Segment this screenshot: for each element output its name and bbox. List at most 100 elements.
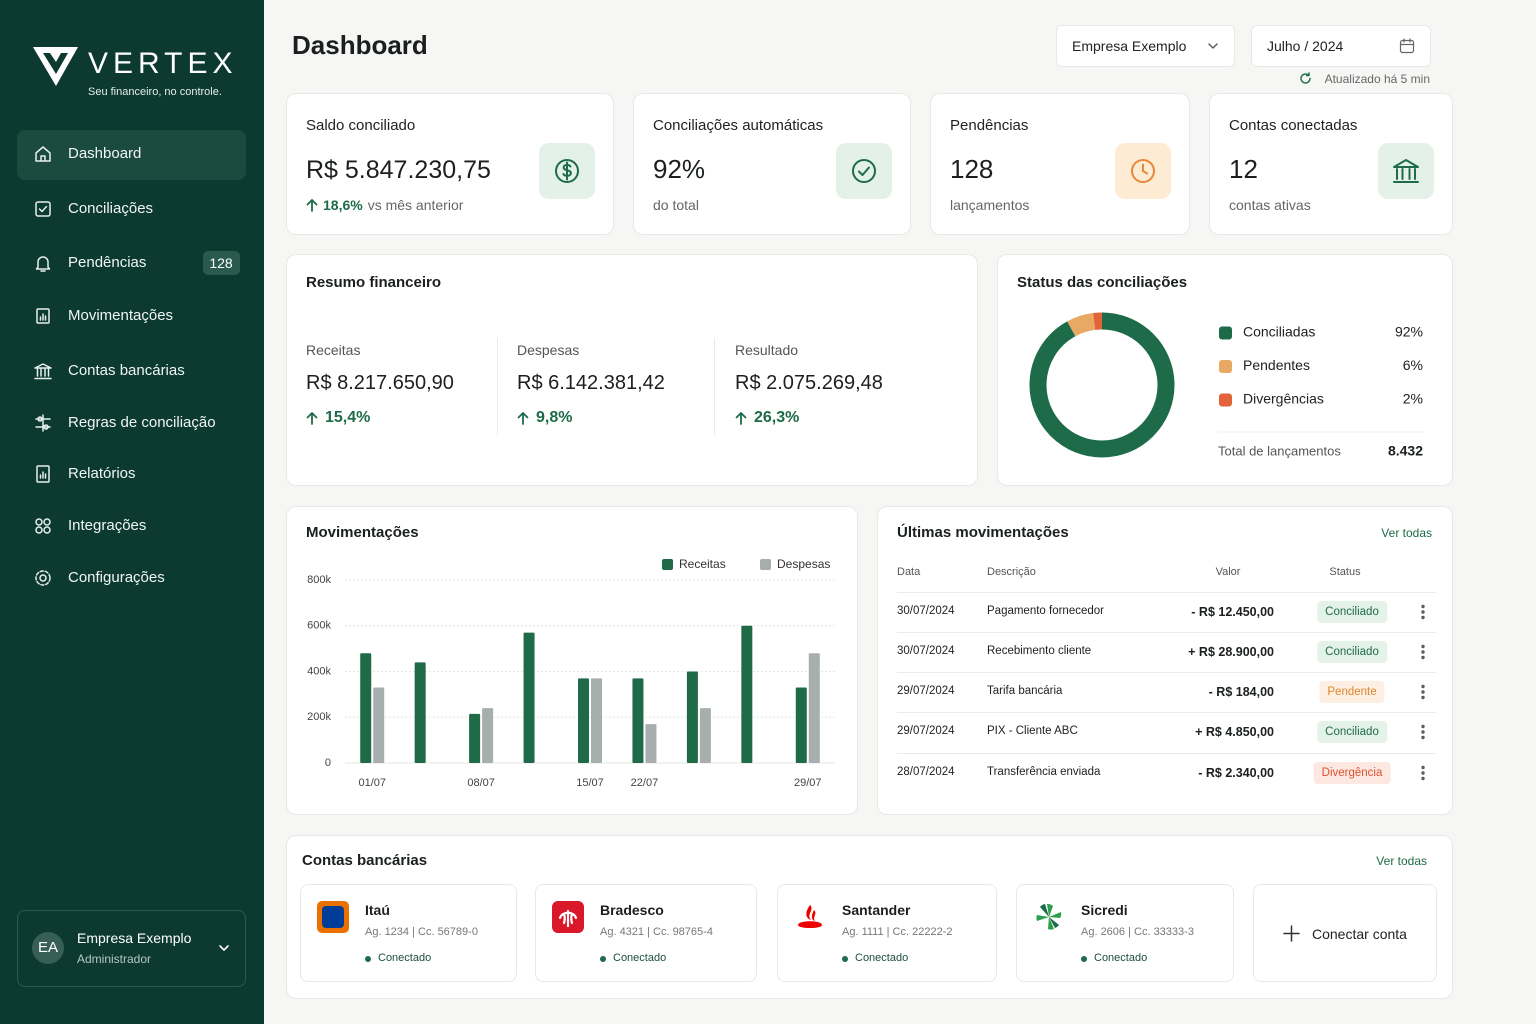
icon-circle	[1421, 771, 1425, 775]
summary-change: 15,4%	[325, 409, 371, 427]
icon-circle	[43, 424, 49, 430]
icon-path	[39, 313, 47, 321]
summary-value: R$ 2.075.269,48	[735, 372, 883, 394]
icon-path	[1208, 43, 1218, 49]
row-menu	[1421, 604, 1425, 620]
icon-path	[35, 256, 51, 272]
kpi-label: Conciliações automáticas	[653, 117, 824, 134]
kpi-label: Contas conectadas	[1229, 117, 1358, 134]
icon-rect	[36, 465, 50, 483]
cell-value: - R$ 12.450,00	[1191, 604, 1274, 619]
status-pill: Pendente	[1319, 681, 1385, 703]
icon-path	[306, 412, 318, 425]
icon-circle	[1421, 644, 1425, 649]
summary-change: 9,8%	[536, 409, 573, 427]
status-pill: Conciliado	[1317, 641, 1387, 663]
icon-path	[806, 905, 816, 921]
movements-title: Movimentações	[306, 524, 419, 541]
icon-path	[1300, 72, 1311, 84]
logo-inner	[50, 53, 61, 62]
summary-label: Despesas	[517, 341, 580, 358]
logo-cut	[43, 53, 68, 74]
arrow-up	[306, 412, 318, 425]
icon-circle	[1421, 610, 1425, 614]
user-box	[17, 910, 246, 987]
icon-circle	[1131, 159, 1155, 183]
kpi-value: 128	[950, 154, 994, 185]
cell-description: Tarifa bancária	[987, 685, 1063, 698]
bank-card	[1016, 884, 1234, 982]
bank-details: Ag. 2606 | Cc. 33333-3	[1081, 926, 1194, 939]
summary-card	[286, 254, 978, 486]
kpi-label: Saldo conciliado	[306, 117, 416, 134]
icon-circle	[1421, 684, 1425, 689]
nav-label: Movimentações	[68, 307, 174, 324]
icon-path	[1040, 904, 1049, 917]
user-role: Administrador	[77, 951, 152, 966]
icon-path	[219, 945, 229, 951]
icon-path	[1048, 917, 1054, 930]
summary-value: R$ 8.217.650,90	[306, 372, 454, 394]
icon-path	[34, 363, 52, 380]
plus	[1283, 925, 1300, 942]
icon-path	[1049, 912, 1062, 918]
period: Julho / 2024	[1267, 37, 1344, 54]
view-all: Ver todas	[1376, 853, 1427, 868]
chevron	[219, 945, 229, 951]
kpi-icon-bg	[1378, 143, 1434, 199]
bank-logo	[317, 901, 349, 933]
icon-circle	[35, 518, 43, 526]
icon-circle	[1421, 765, 1425, 770]
status-title: Status das conciliações	[1017, 274, 1188, 291]
icon-path	[1049, 917, 1059, 928]
kpi-value: 12	[1229, 154, 1258, 185]
icon-path	[562, 161, 572, 181]
icon-circle	[1421, 724, 1425, 729]
chevron	[1208, 43, 1218, 49]
kpi-icon	[1393, 159, 1419, 183]
icon-rect	[35, 201, 51, 217]
divider	[497, 338, 498, 435]
cell-description: Pagamento fornecedor	[987, 605, 1104, 618]
icon-circle	[1421, 695, 1425, 700]
calendar	[1399, 38, 1415, 54]
nav-label: Dashboard	[68, 145, 142, 162]
nav-icon	[35, 256, 51, 272]
row-separator	[897, 753, 1436, 754]
kpi-note-row: contas ativas	[1229, 196, 1311, 214]
page-title: Dashboard	[292, 30, 428, 61]
nav-label: Conciliações	[68, 200, 154, 217]
column-header: Valor	[1215, 566, 1241, 579]
icon-rect	[1399, 39, 1415, 54]
kpi-icon	[852, 159, 876, 183]
icon-circle	[1421, 655, 1425, 660]
nav-icon	[35, 146, 51, 162]
icon-path	[517, 412, 529, 425]
icon-path	[558, 909, 578, 928]
bank-name: Santander	[842, 901, 911, 918]
cell-value: + R$ 4.850,00	[1195, 724, 1274, 739]
accounts-title: Contas bancárias	[302, 852, 428, 869]
row-menu	[1421, 644, 1425, 660]
nav-active-bg	[17, 130, 246, 180]
cell-value: + R$ 28.900,00	[1188, 644, 1274, 659]
icon-circle	[1421, 730, 1425, 734]
cell-date: 30/07/2024	[897, 645, 955, 658]
nav-badge: 128	[209, 254, 233, 271]
icon-circle	[555, 159, 579, 183]
icon-path	[1283, 925, 1300, 942]
arrow-up	[517, 412, 529, 425]
kpi-label: Pendências	[950, 117, 1029, 134]
icon-path	[798, 921, 822, 928]
kpi-note-row: lançamentos	[950, 196, 1029, 214]
bank-name: Sicredi	[1081, 901, 1128, 918]
refresh	[1300, 72, 1311, 84]
icon-circle	[852, 159, 876, 183]
nav-label: Relatórios	[68, 465, 136, 482]
transactions-title: Últimas movimentações	[897, 524, 1069, 541]
bank-card	[300, 884, 517, 982]
status-pill: Conciliado	[1317, 601, 1387, 623]
icon-circle	[1421, 776, 1425, 781]
nav-icon	[35, 570, 51, 586]
avatar-initials: EA	[37, 939, 58, 956]
